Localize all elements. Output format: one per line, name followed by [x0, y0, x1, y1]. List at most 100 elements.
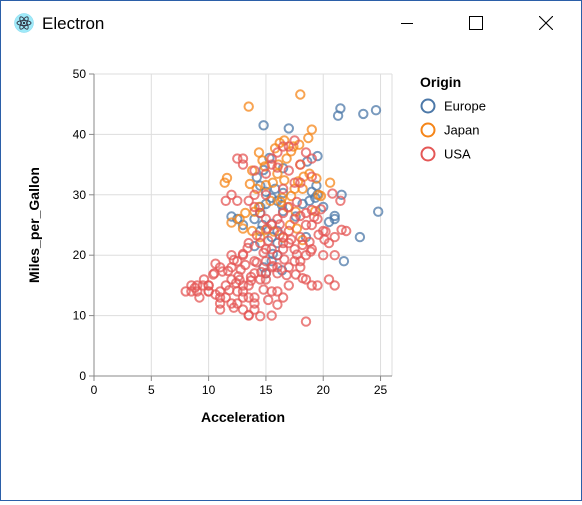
data-point-europe [338, 256, 350, 267]
data-point-usa [226, 189, 237, 201]
data-point-japan [275, 196, 286, 208]
data-point-usa [285, 234, 297, 245]
y-tick-label: 30 [73, 188, 87, 202]
data-point-usa [291, 196, 303, 208]
data-point-usa [308, 211, 320, 223]
data-point-japan [219, 177, 230, 188]
minimize-button[interactable] [373, 1, 441, 45]
data-point-usa [214, 298, 226, 309]
data-point-usa [289, 135, 300, 146]
data-point-usa [295, 159, 306, 170]
data-point-usa [198, 274, 210, 285]
maximize-icon [469, 16, 483, 30]
data-point-usa [255, 207, 266, 219]
data-point-europe [354, 231, 366, 243]
chart-axes: 0 5 10 15 20 25 0 10 20 30 40 50 [73, 67, 392, 397]
data-point-usa [220, 195, 232, 207]
data-point-usa [208, 269, 219, 280]
data-point-usa [266, 159, 277, 170]
data-point-usa [305, 246, 316, 257]
data-point-usa [189, 282, 201, 294]
data-point-usa [295, 262, 306, 273]
data-point-usa [237, 292, 249, 303]
legend-label-europe: Europe [444, 99, 486, 114]
data-point-usa [237, 286, 249, 297]
close-button[interactable] [512, 1, 580, 45]
data-point-usa [329, 280, 340, 291]
data-point-usa [237, 153, 249, 164]
data-point-usa [319, 234, 330, 245]
x-tick-label: 20 [317, 383, 331, 397]
data-point-usa [243, 309, 254, 321]
data-point-usa [243, 237, 254, 249]
data-point-usa [283, 165, 294, 176]
data-point-usa [318, 250, 329, 261]
data-point-europe [258, 120, 269, 131]
x-tick-label: 0 [91, 383, 98, 397]
data-point-usa [341, 225, 352, 237]
maximize-button[interactable] [442, 1, 510, 45]
data-point-usa [300, 316, 312, 327]
legend-title: Origin [420, 74, 461, 90]
data-point-usa [255, 311, 266, 322]
data-point-usa [266, 244, 277, 255]
data-point-europe [358, 108, 369, 120]
y-tick-label: 10 [73, 309, 87, 323]
data-point-usa [277, 141, 289, 152]
data-point-usa [249, 292, 260, 303]
data-point-usa [210, 289, 221, 300]
data-point-usa [210, 258, 221, 269]
data-point-usa [217, 266, 228, 277]
data-point-usa [249, 201, 260, 213]
data-point-usa [283, 141, 294, 152]
data-point-japan [253, 147, 265, 158]
y-tick-label: 0 [79, 369, 86, 383]
data-point-usa [194, 292, 205, 303]
data-point-usa [289, 256, 300, 267]
data-point-usa [304, 236, 315, 248]
legend-label-usa: USA [444, 147, 471, 162]
data-point-usa [300, 219, 312, 231]
data-point-usa [277, 244, 289, 255]
data-point-usa [306, 280, 317, 291]
data-point-japan [243, 101, 254, 112]
data-point-japan [324, 177, 336, 188]
data-point-japan [244, 178, 256, 190]
y-tick-label: 50 [73, 67, 87, 81]
data-point-japan [303, 132, 314, 144]
data-point-japan [315, 190, 327, 202]
data-point-japan [234, 213, 245, 225]
data-point-japan [240, 207, 251, 219]
legend-label-japan: Japan [444, 123, 479, 138]
data-point-usa [272, 147, 283, 158]
y-tick-label: 40 [73, 127, 87, 141]
data-point-usa [180, 286, 191, 297]
data-point-usa [228, 254, 240, 266]
data-point-usa [312, 280, 323, 291]
x-tick-label: 5 [148, 383, 155, 397]
data-point-japan [237, 223, 249, 234]
data-point-usa [267, 260, 278, 272]
data-point-usa [327, 188, 338, 199]
data-point-usa [315, 204, 327, 215]
data-point-usa [300, 147, 312, 158]
data-point-usa [251, 230, 263, 241]
data-point-usa [260, 274, 272, 285]
data-point-usa [272, 286, 283, 297]
data-point-europe [329, 210, 340, 222]
data-point-japan [267, 177, 278, 188]
data-point-usa [323, 274, 335, 285]
legend-symbol-europe [420, 98, 436, 114]
data-point-usa [281, 269, 292, 281]
data-point-usa [329, 250, 340, 261]
data-point-usa [228, 302, 240, 313]
electron-logo-icon [14, 13, 34, 33]
data-point-usa [260, 189, 272, 201]
data-point-usa [283, 201, 294, 213]
data-point-usa [214, 304, 226, 315]
data-point-europe [266, 256, 277, 267]
data-point-japan [297, 183, 308, 195]
data-point-japan [281, 153, 292, 164]
title-bar[interactable]: Electron [1, 1, 581, 45]
